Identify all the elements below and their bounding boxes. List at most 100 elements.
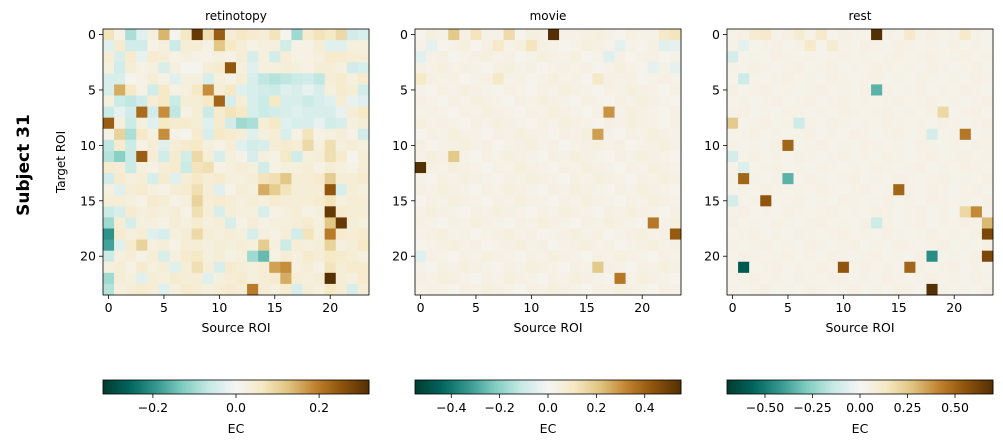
heatmap-cell bbox=[426, 261, 438, 274]
heatmap-cell bbox=[570, 84, 582, 96]
heatmap-cell bbox=[904, 195, 916, 207]
heatmap-cell bbox=[959, 184, 972, 196]
heatmap-cell bbox=[948, 184, 961, 196]
heatmap-cell bbox=[426, 150, 438, 163]
heatmap-cell bbox=[749, 162, 761, 174]
heatmap-cell bbox=[313, 40, 326, 52]
heatmap-cell bbox=[114, 162, 126, 174]
heatmap-cell bbox=[169, 73, 181, 85]
heatmap-cell bbox=[213, 173, 226, 185]
heatmap-cell bbox=[459, 150, 471, 163]
heatmap-cell bbox=[559, 51, 571, 63]
heatmap-cell bbox=[448, 261, 460, 274]
heatmap-cell bbox=[581, 162, 593, 174]
colorbar-slice bbox=[607, 380, 611, 394]
heatmap-cell bbox=[324, 228, 337, 240]
heatmap-cell bbox=[335, 250, 348, 263]
heatmap-cell bbox=[125, 228, 137, 240]
colorbar-slice bbox=[167, 380, 170, 394]
heatmap-cell bbox=[727, 228, 739, 240]
heatmap-cell bbox=[926, 206, 938, 218]
heatmap-cell bbox=[904, 250, 916, 263]
heatmap-cell bbox=[236, 228, 248, 240]
heatmap-cell bbox=[815, 173, 828, 185]
heatmap-cell bbox=[224, 239, 237, 252]
heatmap-cell bbox=[415, 51, 427, 63]
heatmap-cell bbox=[904, 106, 916, 119]
colorbar-slice bbox=[873, 380, 876, 394]
heatmap-cell bbox=[224, 195, 237, 207]
heatmap-cell bbox=[959, 84, 972, 96]
heatmap-cell bbox=[125, 184, 137, 196]
heatmap-cell bbox=[236, 139, 248, 152]
heatmap-cell bbox=[313, 272, 326, 285]
colorbar-slice bbox=[324, 380, 328, 394]
colorbar-slice bbox=[583, 380, 587, 394]
colorbar-slice bbox=[811, 380, 814, 394]
heatmap-cell bbox=[614, 84, 626, 96]
y-tick-label: 20 bbox=[704, 249, 720, 264]
heatmap-cell bbox=[247, 73, 259, 85]
heatmap-cell bbox=[614, 250, 626, 263]
heatmap-cell bbox=[871, 228, 883, 240]
heatmap-cell bbox=[882, 173, 894, 185]
heatmap-cell bbox=[581, 184, 593, 196]
heatmap-cell bbox=[324, 73, 337, 85]
heatmap-cell bbox=[882, 106, 894, 119]
colorbar-slice bbox=[733, 380, 737, 394]
heatmap-cell bbox=[614, 95, 626, 107]
heatmap-cell bbox=[459, 73, 471, 85]
heatmap-cell bbox=[970, 228, 983, 240]
heatmap-cell bbox=[981, 217, 994, 229]
heatmap-cell bbox=[459, 261, 471, 274]
heatmap-cell bbox=[926, 272, 938, 285]
heatmap-cell bbox=[437, 73, 449, 85]
heatmap-cell bbox=[180, 150, 193, 163]
heatmap-cell bbox=[346, 95, 359, 107]
heatmap-cell bbox=[848, 29, 861, 41]
heatmap-cell bbox=[426, 206, 438, 218]
heatmap-cell bbox=[191, 51, 204, 63]
heatmap-cell bbox=[280, 73, 292, 85]
heatmap-cell bbox=[470, 217, 482, 229]
heatmap-cell bbox=[415, 106, 427, 119]
colorbar-slice bbox=[342, 380, 346, 394]
heatmap-cell bbox=[258, 261, 270, 274]
heatmap-cell bbox=[981, 106, 994, 119]
heatmap-cell bbox=[614, 206, 626, 218]
heatmap-cell bbox=[224, 128, 237, 141]
colorbar-slice bbox=[820, 380, 823, 394]
heatmap-cell bbox=[614, 106, 626, 119]
heatmap-cell bbox=[236, 173, 248, 185]
heatmap-cell bbox=[114, 150, 126, 163]
heatmap-cell bbox=[470, 261, 482, 274]
heatmap-cell bbox=[603, 228, 615, 240]
heatmap-cell bbox=[826, 29, 839, 41]
colorbar-slice bbox=[485, 380, 489, 394]
heatmap-cell bbox=[871, 250, 883, 263]
heatmap-cell bbox=[125, 73, 137, 85]
heatmap-cell bbox=[536, 206, 549, 218]
heatmap-cell bbox=[804, 51, 817, 63]
heatmap-cell bbox=[658, 150, 671, 163]
heatmap-cell bbox=[536, 128, 549, 141]
heatmap-cell bbox=[525, 29, 538, 41]
colorbar-tick-label: 0.50 bbox=[941, 400, 969, 415]
heatmap-cell bbox=[136, 217, 148, 229]
colorbar-slice bbox=[534, 380, 538, 394]
heatmap-cell bbox=[793, 250, 805, 263]
heatmap-cell bbox=[169, 250, 181, 263]
colorbar-slice bbox=[946, 380, 950, 394]
heatmap-cell bbox=[804, 117, 817, 130]
colorbar-slice bbox=[667, 380, 671, 394]
heatmap-cell bbox=[147, 51, 159, 63]
heatmap-cell bbox=[915, 150, 927, 163]
heatmap-cell bbox=[570, 40, 582, 52]
heatmap-cell bbox=[804, 150, 817, 163]
heatmap-cell bbox=[871, 206, 883, 218]
heatmap-cell bbox=[236, 206, 248, 218]
heatmap-cell bbox=[727, 250, 739, 263]
heatmap-cell bbox=[625, 150, 638, 163]
heatmap-cell bbox=[459, 139, 471, 152]
heatmap-cell bbox=[749, 51, 761, 63]
